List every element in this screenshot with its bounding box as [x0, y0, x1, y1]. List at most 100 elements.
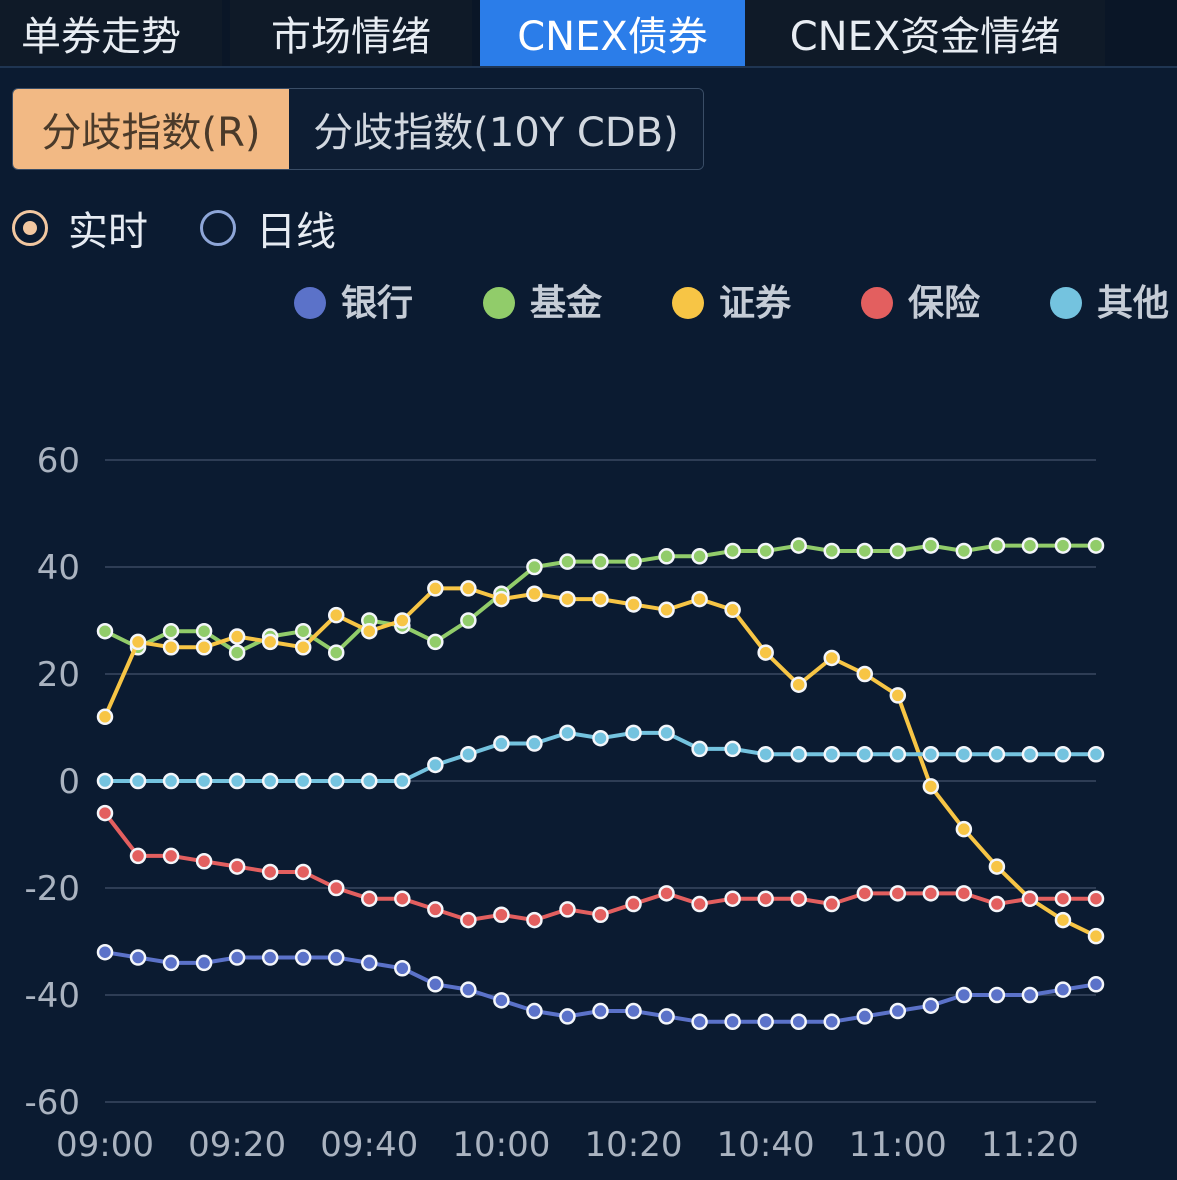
- data-point: [327, 644, 345, 661]
- data-point: [96, 804, 114, 822]
- data-point: [790, 676, 807, 693]
- legend-label: 其他: [1097, 283, 1169, 324]
- legend-item[interactable]: 保险: [861, 283, 981, 324]
- radio-checked-icon[interactable]: [12, 210, 48, 246]
- data-point: [460, 612, 477, 629]
- tab-market-sentiment[interactable]: 市场情绪: [230, 0, 472, 66]
- data-point: [559, 724, 576, 742]
- data-point: [361, 890, 378, 907]
- data-point: [988, 537, 1006, 554]
- data-point: [658, 885, 675, 902]
- data-point: [361, 954, 378, 972]
- radio-unchecked-icon[interactable]: [200, 210, 236, 246]
- data-point: [658, 548, 675, 565]
- x-tick-label: 09:00: [56, 1125, 154, 1165]
- x-tick-label: 10:20: [585, 1125, 683, 1165]
- legend-item[interactable]: 其他: [1050, 283, 1169, 324]
- data-point: [856, 1008, 874, 1025]
- legend-item[interactable]: 银行: [294, 283, 413, 324]
- data-point: [460, 746, 477, 763]
- data-point: [889, 885, 907, 902]
- data-point: [427, 756, 444, 774]
- data-point: [856, 665, 874, 683]
- legend-swatch-icon: [483, 287, 515, 319]
- data-point: [129, 772, 147, 790]
- x-tick-label: 09:40: [320, 1125, 418, 1165]
- data-point: [658, 724, 675, 742]
- tab-single-bond-trend[interactable]: 单券走势: [0, 0, 222, 66]
- data-point: [625, 553, 642, 570]
- data-point: [129, 633, 147, 651]
- data-point: [889, 746, 907, 763]
- data-point: [757, 542, 774, 560]
- data-point: [559, 553, 576, 570]
- data-point: [526, 585, 543, 602]
- data-point: [294, 639, 312, 656]
- subtab-divergence-r[interactable]: 分歧指数(R): [13, 89, 289, 169]
- data-point: [327, 606, 345, 624]
- data-point: [361, 772, 378, 790]
- data-point: [394, 772, 411, 790]
- index-subtab-group: 分歧指数(R) 分歧指数(10Y CDB): [12, 88, 704, 170]
- data-point: [955, 820, 973, 838]
- data-point: [889, 687, 907, 704]
- data-point: [228, 644, 246, 661]
- data-point: [724, 542, 741, 560]
- subtab-divergence-10y-cdb[interactable]: 分歧指数(10Y CDB): [289, 89, 703, 169]
- data-point: [691, 895, 708, 913]
- data-point: [988, 986, 1006, 1004]
- data-point: [96, 772, 114, 790]
- data-point: [889, 542, 907, 560]
- data-point: [889, 1002, 907, 1020]
- data-point: [922, 778, 940, 795]
- data-point: [724, 1013, 741, 1030]
- tab-cnex-fund-sentiment[interactable]: CNEX资金情绪: [745, 0, 1105, 66]
- data-point: [757, 1013, 774, 1030]
- data-point: [493, 906, 510, 923]
- x-tick-label: 10:00: [452, 1125, 550, 1165]
- y-tick-label: -40: [24, 976, 80, 1016]
- data-point: [1087, 890, 1105, 907]
- data-point: [1054, 890, 1072, 907]
- data-point: [427, 633, 444, 651]
- legend-swatch-icon: [861, 287, 893, 319]
- radio-daily[interactable]: 日线: [200, 199, 336, 257]
- data-point: [922, 997, 940, 1014]
- y-tick-label: 0: [58, 762, 80, 802]
- data-point: [856, 885, 874, 902]
- data-point: [790, 746, 807, 763]
- data-point: [294, 863, 312, 881]
- data-point: [361, 622, 378, 640]
- x-tick-label: 10:40: [717, 1125, 815, 1165]
- data-point: [856, 542, 874, 560]
- radio-daily-label: 日线: [256, 209, 336, 255]
- radio-realtime[interactable]: 实时: [12, 199, 148, 257]
- data-point: [955, 986, 973, 1004]
- data-point: [823, 649, 840, 667]
- data-point: [195, 772, 213, 790]
- x-tick-label: 11:20: [981, 1125, 1079, 1165]
- data-point: [757, 746, 774, 763]
- x-tick-label: 11:00: [849, 1125, 947, 1165]
- data-point: [691, 740, 708, 758]
- data-point: [460, 981, 477, 998]
- data-point: [327, 879, 345, 897]
- data-point: [955, 542, 973, 560]
- data-point: [1021, 986, 1039, 1004]
- data-point: [1021, 746, 1039, 763]
- data-point: [592, 553, 609, 570]
- legend-swatch-icon: [1050, 287, 1082, 319]
- data-point: [1087, 537, 1105, 554]
- legend-item[interactable]: 证券: [672, 283, 792, 324]
- data-point: [724, 890, 741, 907]
- legend-item[interactable]: 基金: [483, 282, 603, 324]
- data-point: [1054, 746, 1072, 763]
- data-point: [1021, 537, 1039, 554]
- data-point: [592, 590, 609, 608]
- tab-cnex-bond[interactable]: CNEX债券: [480, 0, 745, 66]
- data-point: [195, 954, 213, 972]
- data-point: [559, 901, 576, 918]
- data-point: [1087, 927, 1105, 945]
- data-point: [823, 542, 840, 560]
- legend-swatch-icon: [294, 287, 326, 319]
